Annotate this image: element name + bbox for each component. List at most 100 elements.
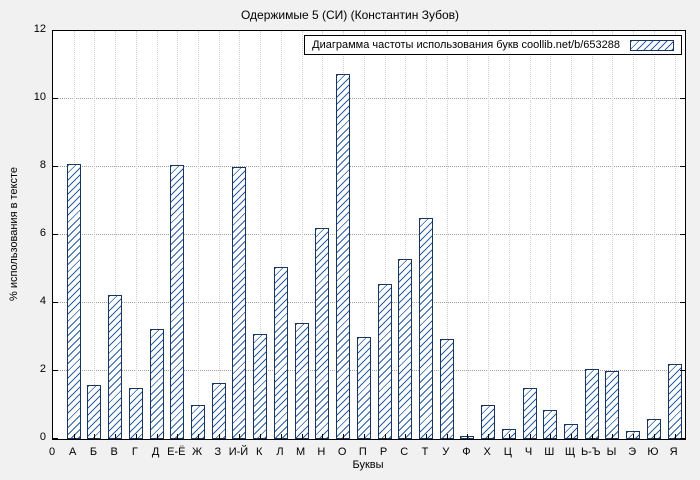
- y-tick-mark: [53, 166, 58, 167]
- bar: [522, 388, 537, 439]
- x-tick-mark: [612, 434, 614, 439]
- y-tick-mark: [680, 438, 685, 439]
- x-gridline: [384, 31, 386, 439]
- bar: [439, 338, 454, 439]
- y-tick-mark: [53, 370, 58, 371]
- legend-swatch: [630, 39, 674, 51]
- y-tick-mark: [680, 234, 685, 235]
- bar: [336, 73, 351, 439]
- x-tick-label: Л: [276, 446, 284, 458]
- bar: [108, 294, 123, 439]
- y-tick-mark: [53, 234, 58, 235]
- bar: [418, 218, 433, 439]
- x-tick-mark: [218, 434, 220, 439]
- y-gridline: [53, 234, 685, 235]
- y-tick-label: 4: [39, 295, 46, 307]
- x-gridline: [488, 31, 490, 439]
- x-gridline: [198, 31, 200, 439]
- y-tick-label: 8: [39, 159, 46, 171]
- x-tick-label: Н: [317, 446, 326, 458]
- x-tick-label: Ю: [647, 446, 659, 458]
- bar: [584, 369, 599, 439]
- x-gridline: [218, 31, 220, 439]
- bar: [273, 267, 288, 439]
- x-tick-mark: [280, 434, 282, 439]
- chart-title: Одержимые 5 (СИ) (Константин Зубов): [240, 8, 460, 22]
- x-tick-mark: [425, 434, 427, 439]
- x-tick-label: Я: [669, 446, 678, 458]
- x-gridline: [135, 31, 137, 439]
- x-tick-label: Р: [379, 446, 388, 458]
- x-gridline: [612, 31, 614, 439]
- x-tick-mark: [135, 434, 137, 439]
- bar: [294, 323, 309, 439]
- y-tick-label: 12: [33, 23, 46, 35]
- x-tick-label: Ь-Ъ: [580, 446, 601, 458]
- y-tick-mark: [53, 30, 58, 31]
- y-gridline: [53, 302, 685, 303]
- x-tick-mark: [446, 434, 448, 439]
- y-tick-mark: [680, 302, 685, 303]
- x-gridline: [115, 31, 117, 439]
- x-tick-mark: [260, 434, 262, 439]
- y-tick-mark: [53, 438, 58, 439]
- x-tick-mark: [94, 434, 96, 439]
- x-tick-mark: [633, 434, 635, 439]
- bar: [253, 333, 268, 439]
- bar: [667, 364, 682, 439]
- x-tick-mark: [363, 434, 365, 439]
- bar: [605, 371, 620, 439]
- y-tick-mark: [680, 166, 685, 167]
- x-tick-label: П: [358, 446, 367, 458]
- x-tick-label: С: [400, 446, 409, 458]
- x-gridline: [508, 31, 510, 439]
- x-tick-label: А: [69, 446, 77, 458]
- x-tick-mark: [301, 434, 303, 439]
- x-tick-label: Г: [131, 446, 138, 458]
- x-tick-label: К: [255, 446, 263, 458]
- x-tick-label: Щ: [564, 446, 576, 458]
- x-gridline: [301, 31, 303, 439]
- x-tick-mark: [571, 434, 573, 439]
- x-tick-label: Х: [483, 446, 491, 458]
- y-tick-mark: [680, 30, 685, 31]
- x-gridline: [446, 31, 448, 439]
- x-tick-mark: [115, 434, 117, 439]
- x-tick-label: Э: [628, 446, 637, 458]
- bar: [128, 388, 143, 439]
- y-tick-mark: [53, 302, 58, 303]
- bar: [481, 405, 496, 439]
- legend-label: Диаграмма частоты использования букв coo…: [312, 39, 620, 51]
- bar: [211, 382, 226, 439]
- y-gridline: [53, 166, 685, 167]
- x-tick-label: О: [337, 446, 347, 458]
- x-tick-label: М: [296, 446, 306, 458]
- x-tick-label: Е-Ё: [167, 446, 186, 458]
- x-tick-label: У: [442, 446, 450, 458]
- x-tick-label: Ф: [462, 446, 471, 458]
- bar: [315, 228, 330, 439]
- bar: [149, 328, 164, 439]
- x-tick-label: Д: [151, 446, 160, 458]
- bar: [646, 418, 661, 439]
- x-tick-label: Ч: [524, 446, 533, 458]
- y-tick-mark: [680, 98, 685, 99]
- bar: [87, 384, 102, 439]
- x-gridline: [653, 31, 655, 439]
- x-tick-mark: [156, 434, 158, 439]
- x-gridline: [280, 31, 282, 439]
- x-gridline: [591, 31, 593, 439]
- x-gridline: [156, 31, 158, 439]
- x-tick-mark: [591, 434, 593, 439]
- legend: Диаграмма частоты использования букв coo…: [304, 35, 682, 55]
- y-tick-label: 0: [39, 431, 46, 443]
- x-tick-mark: [529, 434, 531, 439]
- x-tick-label: Т: [421, 446, 429, 458]
- x-tick-label: Ц: [503, 446, 512, 458]
- y-tick-mark: [680, 370, 685, 371]
- x-tick-mark: [177, 434, 179, 439]
- x-gridline: [571, 31, 573, 439]
- x-axis-label: Буквы: [352, 459, 384, 471]
- x-tick-mark: [405, 434, 407, 439]
- y-tick-label: 10: [33, 91, 46, 103]
